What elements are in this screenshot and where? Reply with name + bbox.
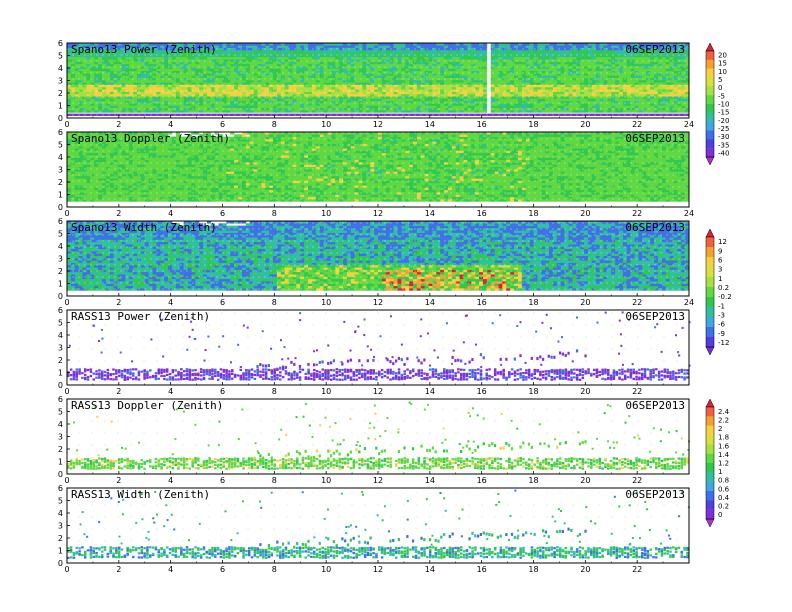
x-tick-label: 14 <box>425 120 435 129</box>
x-tick-label: 0 <box>64 120 69 129</box>
x-tick-label: 22 <box>632 120 642 129</box>
x-tick-label: 18 <box>528 120 538 129</box>
cell-texture <box>67 43 689 118</box>
y-tick-label: 6 <box>58 39 63 48</box>
y-tick-label: 1 <box>58 102 63 111</box>
x-tick-label: 24 <box>684 120 694 129</box>
y-tick-label: 0 <box>58 114 63 123</box>
x-tick-label: 20 <box>580 120 590 129</box>
y-tick-label: 2 <box>58 89 63 98</box>
x-tick-label: 10 <box>321 120 331 129</box>
y-tick-label: 3 <box>58 77 63 86</box>
x-tick-label: 6 <box>220 120 225 129</box>
x-tick-label: 4 <box>168 120 173 129</box>
y-tick-label: 4 <box>58 64 63 73</box>
panel-date: 06SEP2013 <box>625 43 685 56</box>
x-tick-label: 12 <box>373 120 383 129</box>
y-tick-label: 5 <box>58 52 63 61</box>
x-tick-label: 16 <box>477 120 487 129</box>
panel-title: Spano13 Power (Zenith) <box>71 43 217 56</box>
x-tick-label: 8 <box>272 120 277 129</box>
x-tick-label: 2 <box>116 120 121 129</box>
